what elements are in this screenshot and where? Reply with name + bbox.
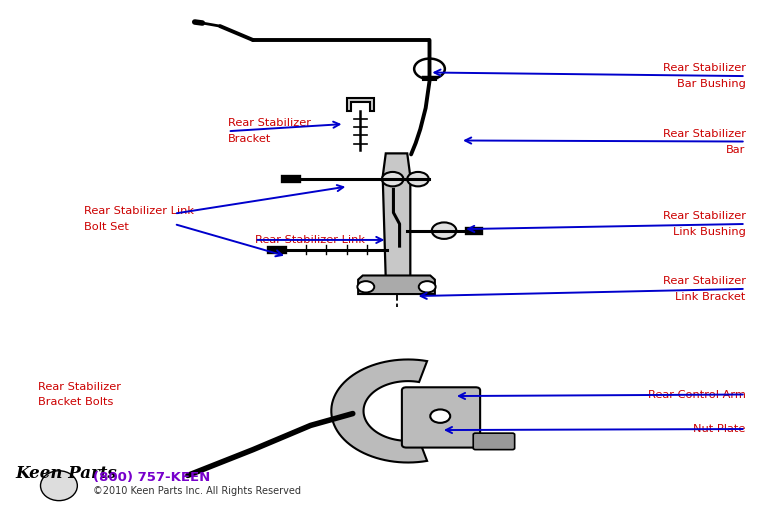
Text: Rear Stabilizer: Rear Stabilizer [228,118,311,128]
Text: Link Bushing: Link Bushing [673,227,745,237]
FancyBboxPatch shape [402,387,480,448]
Text: Rear Stabilizer: Rear Stabilizer [663,128,745,138]
Text: Rear Stabilizer Link: Rear Stabilizer Link [255,235,364,245]
Text: Link Bracket: Link Bracket [675,292,745,302]
Text: (800) 757-KEEN: (800) 757-KEEN [93,471,211,484]
FancyBboxPatch shape [474,433,514,450]
Text: Rear Stabilizer: Rear Stabilizer [38,382,121,392]
Text: Rear Stabilizer: Rear Stabilizer [663,276,745,286]
Circle shape [382,172,403,186]
Circle shape [419,281,436,293]
Text: Rear Stabilizer Link: Rear Stabilizer Link [84,206,194,217]
Text: Bar: Bar [726,145,745,154]
Circle shape [407,172,429,186]
Text: Nut Plate: Nut Plate [693,424,745,434]
Polygon shape [331,359,427,463]
Text: Rear Stabilizer: Rear Stabilizer [663,63,745,73]
Text: Keen Parts: Keen Parts [15,465,117,482]
Text: Bracket: Bracket [228,134,271,144]
Circle shape [432,222,457,239]
Text: Rear Control Arm: Rear Control Arm [648,390,745,399]
Ellipse shape [41,471,77,500]
Text: Rear Stabilizer: Rear Stabilizer [663,211,745,221]
Circle shape [430,409,450,423]
Polygon shape [358,276,435,294]
Circle shape [357,281,374,293]
Polygon shape [346,98,374,111]
Polygon shape [383,153,410,280]
Text: Bar Bushing: Bar Bushing [677,79,745,89]
Text: Bracket Bolts: Bracket Bolts [38,397,114,408]
Text: ©2010 Keen Parts Inc. All Rights Reserved: ©2010 Keen Parts Inc. All Rights Reserve… [93,486,302,496]
Text: Bolt Set: Bolt Set [84,222,129,232]
